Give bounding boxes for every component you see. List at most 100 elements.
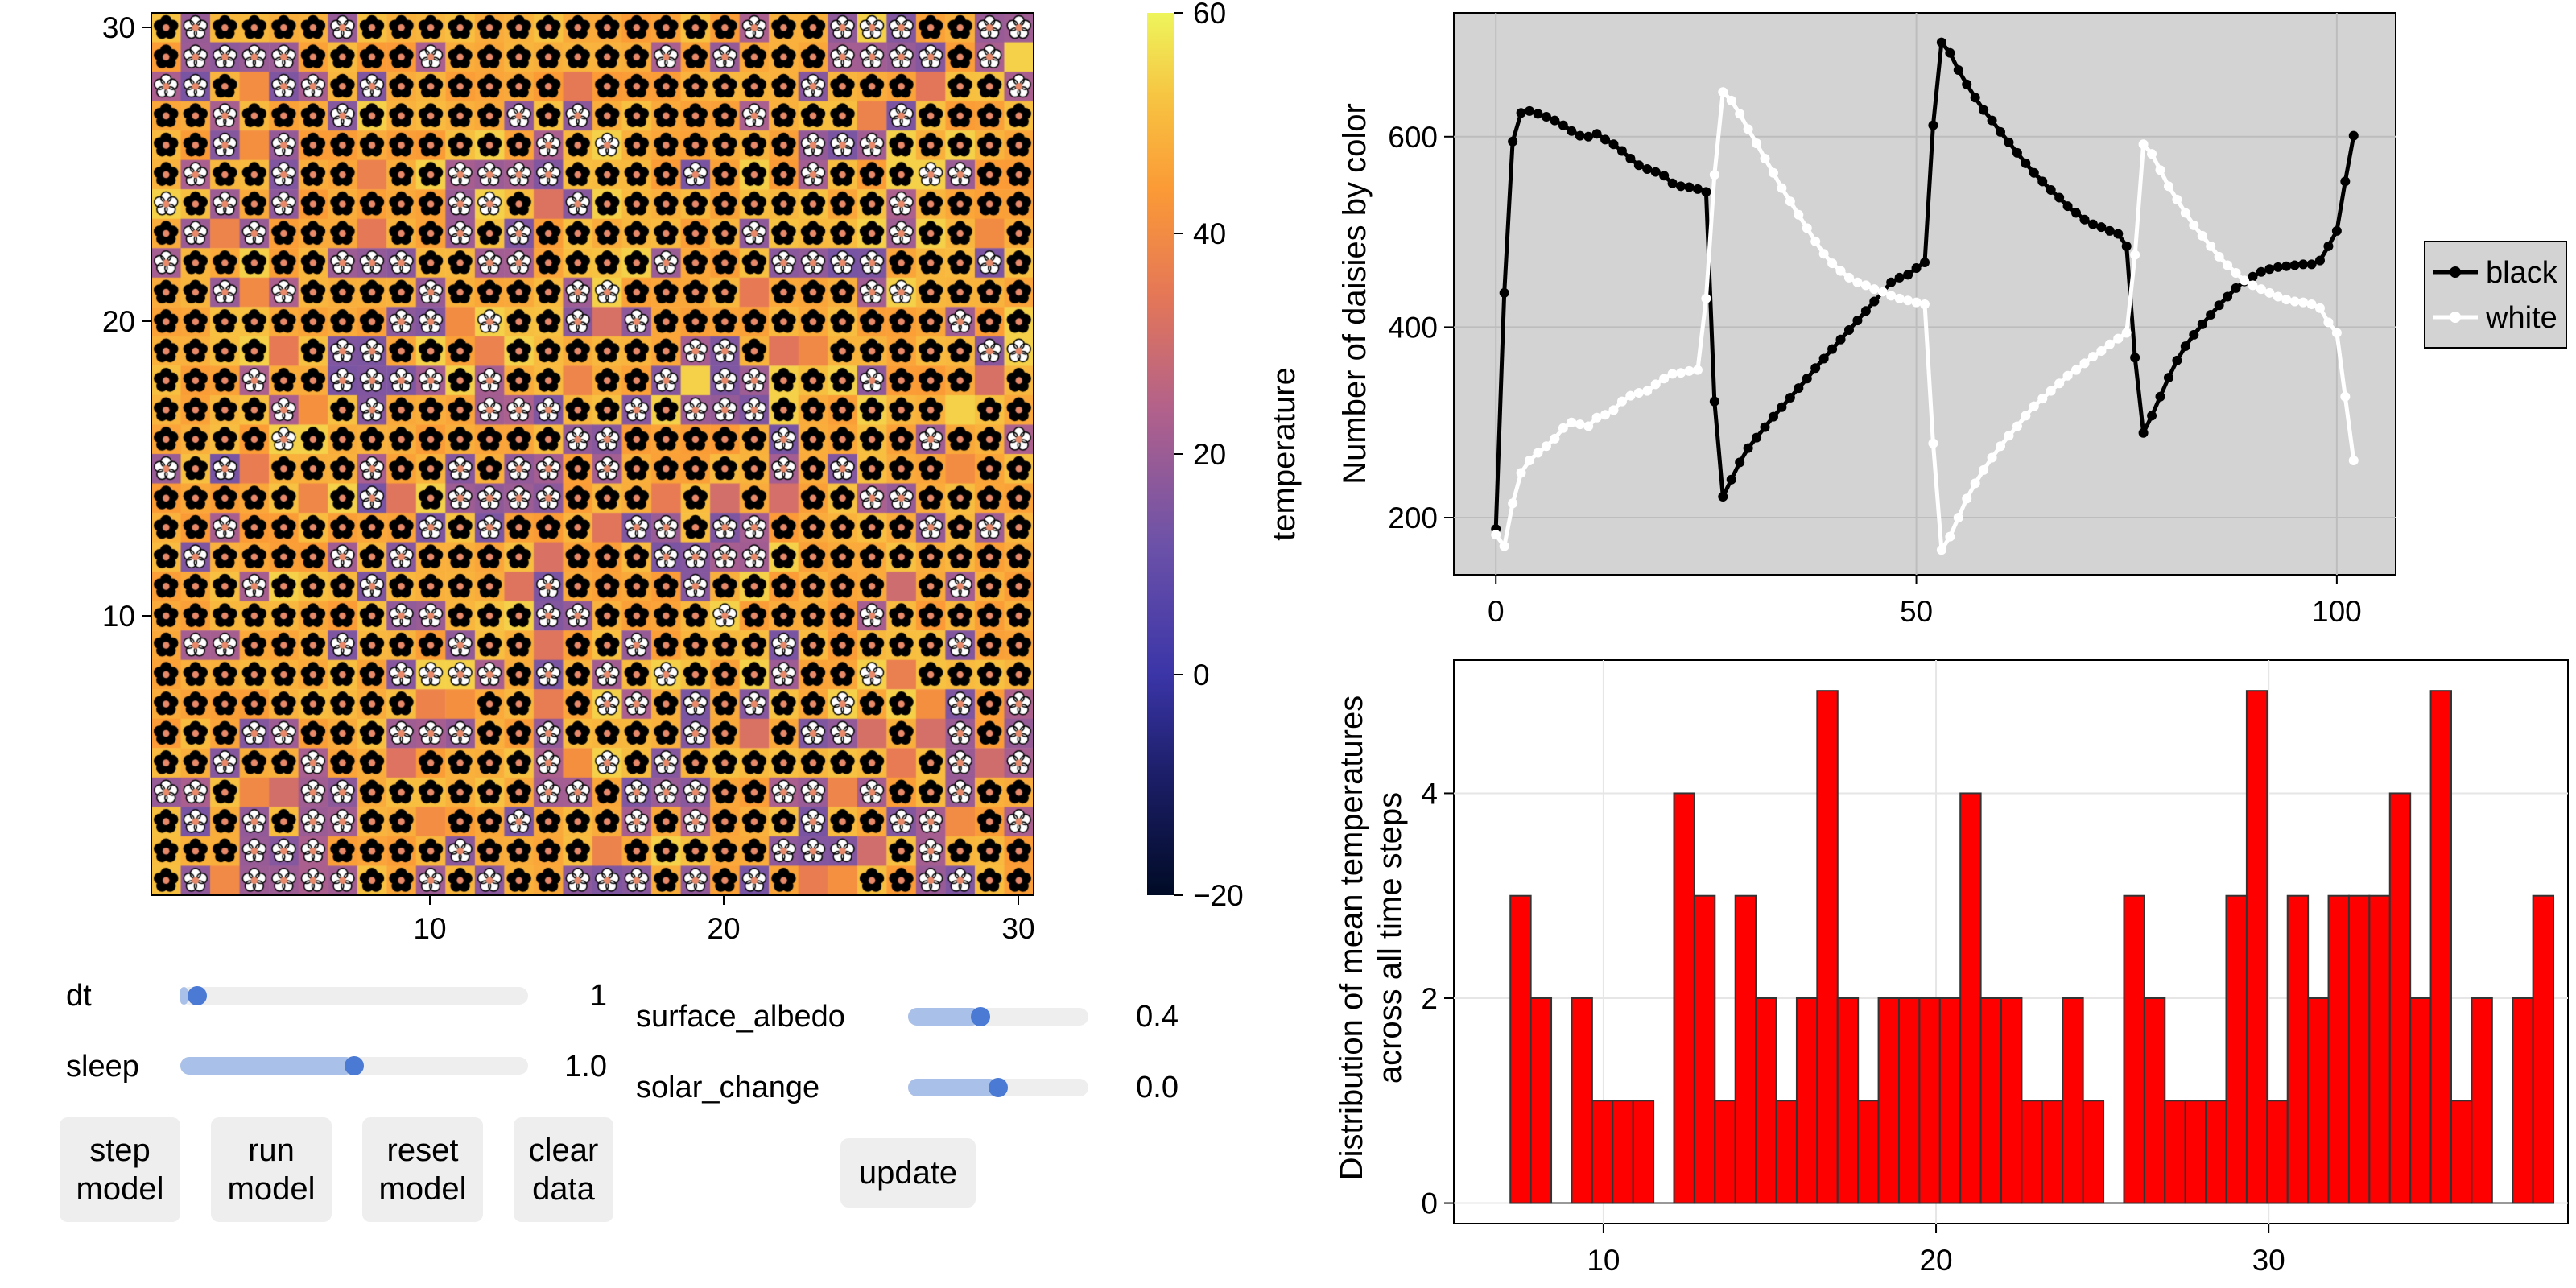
histogram-bar (2429, 690, 2452, 1204)
data-point-black (1886, 277, 1897, 287)
histogram-bar (2368, 894, 2391, 1204)
colorbar-label: temperature (1266, 367, 1302, 541)
data-point-black (2062, 201, 2073, 212)
histogram-bar (2021, 1100, 2043, 1204)
data-point-black (1676, 181, 1686, 192)
surface-albedo-slider-knob[interactable] (970, 1007, 990, 1026)
surface-albedo-slider[interactable] (908, 1007, 1088, 1026)
step-model-button[interactable]: step model (60, 1117, 180, 1222)
sleep-slider[interactable] (180, 1056, 528, 1075)
histogram-bar (2307, 997, 2330, 1204)
data-point-white (2314, 303, 2325, 313)
data-point-black (1936, 37, 1946, 47)
surface-albedo-slider-fill (908, 1008, 980, 1026)
histogram-bar (2347, 894, 2371, 1204)
line-chart-legend: black white (2424, 241, 2567, 349)
data-point-white (1583, 421, 1594, 431)
solar-change-slider-knob[interactable] (989, 1078, 1008, 1097)
data-point-white (2248, 280, 2258, 291)
histogram-y-label-line1: Distribution of mean temperatures (1334, 696, 1369, 1181)
data-point-black (1843, 324, 1854, 335)
data-point-black (2331, 225, 2342, 236)
data-point-white (2012, 421, 2022, 431)
data-point-white (1633, 388, 1644, 398)
data-point-black (1903, 270, 1913, 280)
data-point-white (1877, 287, 1888, 297)
data-point-black (1684, 182, 1695, 192)
reset-model-button[interactable]: reset model (362, 1117, 483, 1222)
colorbar-tick: −20 (1193, 879, 1244, 912)
data-point-white (1499, 541, 1509, 551)
data-point-black (2138, 427, 2149, 438)
data-point-black (1625, 154, 1636, 164)
heatmap-frame (151, 12, 1034, 896)
data-point-white (2298, 297, 2309, 308)
data-point-black (2214, 300, 2224, 311)
data-point-black (1591, 129, 1602, 139)
data-point-black (1600, 134, 1611, 145)
histogram-bar (1816, 690, 1839, 1204)
histogram-bar (1938, 997, 1962, 1204)
colorbar-gradient (1147, 13, 1174, 895)
data-point-white (2021, 411, 2031, 421)
data-point-white (1752, 138, 1762, 149)
daisy-grid-heatmap (151, 13, 1034, 895)
data-point-black (2037, 176, 2048, 187)
data-point-white (1709, 170, 1719, 180)
colorbar: 60 40 20 0 −20 temperature (1147, 0, 1302, 912)
surface-albedo-value: 0.4 (1136, 1000, 1179, 1034)
data-point-black (2130, 353, 2140, 363)
data-point-white (1760, 154, 1770, 164)
heatmap-x-tick: 20 (707, 912, 740, 945)
data-point-black (1794, 383, 1804, 394)
dt-slider[interactable] (180, 986, 528, 1005)
data-point-white (1835, 266, 1846, 276)
histogram-bar (1693, 894, 1716, 1204)
update-button[interactable]: update (840, 1138, 976, 1208)
histogram-y-tick: 0 (1421, 1187, 1438, 1220)
run-model-button-line1: run (248, 1133, 295, 1168)
data-point-black (1785, 392, 1795, 402)
histogram-y-label-line2: across all time steps (1373, 792, 1408, 1084)
histogram-bar (2164, 1100, 2186, 1204)
reset-model-button-line1: reset (386, 1133, 459, 1168)
data-point-black (1818, 353, 1829, 364)
dt-slider-knob[interactable] (187, 986, 207, 1005)
data-point-black (1616, 146, 1627, 156)
data-point-black (1583, 131, 1594, 142)
data-point-black (2264, 264, 2275, 275)
data-point-black (1852, 316, 1863, 326)
clear-data-button[interactable]: clear data (514, 1117, 613, 1222)
histogram-bar (2062, 997, 2084, 1204)
data-point-black (1633, 160, 1644, 171)
histogram-bar (2082, 1100, 2105, 1204)
data-point-black (1810, 363, 1821, 374)
data-point-black (2147, 411, 2157, 421)
solar-change-slider[interactable] (908, 1078, 1088, 1097)
data-point-white (1843, 272, 1854, 283)
colorbar-tick: 60 (1193, 0, 1226, 30)
line-series-white (1491, 87, 2359, 555)
data-point-black (2172, 355, 2182, 365)
data-point-white (1608, 405, 1619, 415)
histogram-bar (2184, 1100, 2207, 1204)
data-point-black (1718, 491, 1728, 502)
data-point-black (1835, 334, 1846, 345)
legend-label-black: black (2486, 256, 2558, 290)
data-point-black (2306, 259, 2317, 270)
data-point-white (2289, 296, 2300, 307)
data-point-white (1541, 441, 1551, 452)
surface-albedo-label: surface_albedo (636, 1000, 845, 1034)
line-chart-y-tick: 600 (1388, 121, 1438, 154)
sleep-slider-knob[interactable] (345, 1056, 364, 1075)
data-point-white (1886, 291, 1897, 301)
data-point-black (2281, 261, 2292, 271)
run-model-button[interactable]: run model (211, 1117, 332, 1222)
data-point-black (2012, 147, 2022, 158)
data-point-black (2113, 229, 2124, 239)
data-point-black (2223, 291, 2233, 302)
data-point-black (1525, 105, 1535, 116)
colorbar-tick: 40 (1193, 217, 1226, 250)
histogram-bar (2266, 1100, 2289, 1204)
